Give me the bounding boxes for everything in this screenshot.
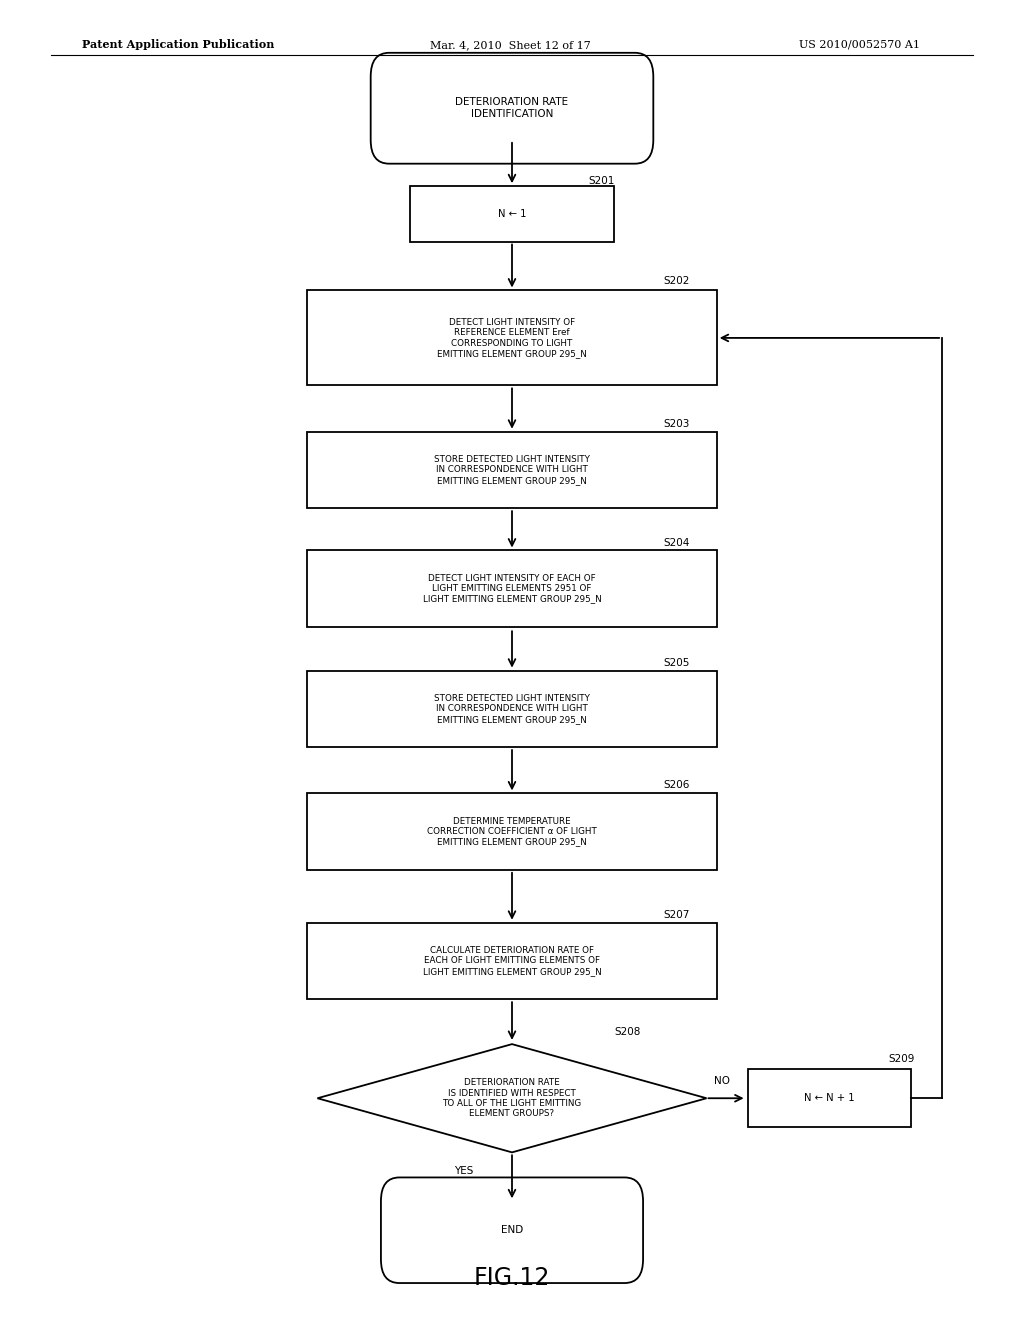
Text: S205: S205 <box>664 657 690 668</box>
Text: S203: S203 <box>664 418 690 429</box>
Bar <box>307 923 717 999</box>
Text: DETERMINE TEMPERATURE
CORRECTION COEFFICIENT α OF LIGHT
EMITTING ELEMENT GROUP 2: DETERMINE TEMPERATURE CORRECTION COEFFIC… <box>427 817 597 846</box>
FancyBboxPatch shape <box>381 1177 643 1283</box>
Bar <box>307 290 717 385</box>
Text: FIG.12: FIG.12 <box>474 1266 550 1290</box>
Text: S201: S201 <box>589 176 615 186</box>
Bar <box>307 793 717 870</box>
Text: S209: S209 <box>889 1053 915 1064</box>
Text: DETECT LIGHT INTENSITY OF
REFERENCE ELEMENT Eref
CORRESPONDING TO LIGHT
EMITTING: DETECT LIGHT INTENSITY OF REFERENCE ELEM… <box>437 318 587 358</box>
Text: YES: YES <box>454 1166 473 1176</box>
Text: DETECT LIGHT INTENSITY OF EACH OF
LIGHT EMITTING ELEMENTS 2951 OF
LIGHT EMITTING: DETECT LIGHT INTENSITY OF EACH OF LIGHT … <box>423 574 601 603</box>
Text: S207: S207 <box>664 909 690 920</box>
Text: STORE DETECTED LIGHT INTENSITY
IN CORRESPONDENCE WITH LIGHT
EMITTING ELEMENT GRO: STORE DETECTED LIGHT INTENSITY IN CORRES… <box>434 455 590 484</box>
Bar <box>410 186 614 242</box>
Bar <box>748 1069 911 1127</box>
Text: DETERIORATION RATE
IDENTIFICATION: DETERIORATION RATE IDENTIFICATION <box>456 98 568 119</box>
Polygon shape <box>317 1044 707 1152</box>
Text: N ← N + 1: N ← N + 1 <box>804 1093 855 1104</box>
Text: Patent Application Publication: Patent Application Publication <box>82 40 274 50</box>
Text: STORE DETECTED LIGHT INTENSITY
IN CORRESPONDENCE WITH LIGHT
EMITTING ELEMENT GRO: STORE DETECTED LIGHT INTENSITY IN CORRES… <box>434 694 590 723</box>
Text: Mar. 4, 2010  Sheet 12 of 17: Mar. 4, 2010 Sheet 12 of 17 <box>430 40 591 50</box>
Text: DETERIORATION RATE
IS IDENTIFIED WITH RESPECT
TO ALL OF THE LIGHT EMITTING
ELEME: DETERIORATION RATE IS IDENTIFIED WITH RE… <box>442 1078 582 1118</box>
Text: S202: S202 <box>664 276 690 286</box>
Bar <box>307 550 717 627</box>
Text: S208: S208 <box>614 1027 641 1038</box>
Bar <box>307 432 717 508</box>
Text: END: END <box>501 1225 523 1236</box>
Bar <box>307 671 717 747</box>
Text: US 2010/0052570 A1: US 2010/0052570 A1 <box>799 40 920 50</box>
Text: NO: NO <box>714 1076 730 1086</box>
Text: CALCULATE DETERIORATION RATE OF
EACH OF LIGHT EMITTING ELEMENTS OF
LIGHT EMITTIN: CALCULATE DETERIORATION RATE OF EACH OF … <box>423 946 601 975</box>
FancyBboxPatch shape <box>371 53 653 164</box>
Text: S206: S206 <box>664 780 690 791</box>
Text: S204: S204 <box>664 537 690 548</box>
Text: N ← 1: N ← 1 <box>498 209 526 219</box>
